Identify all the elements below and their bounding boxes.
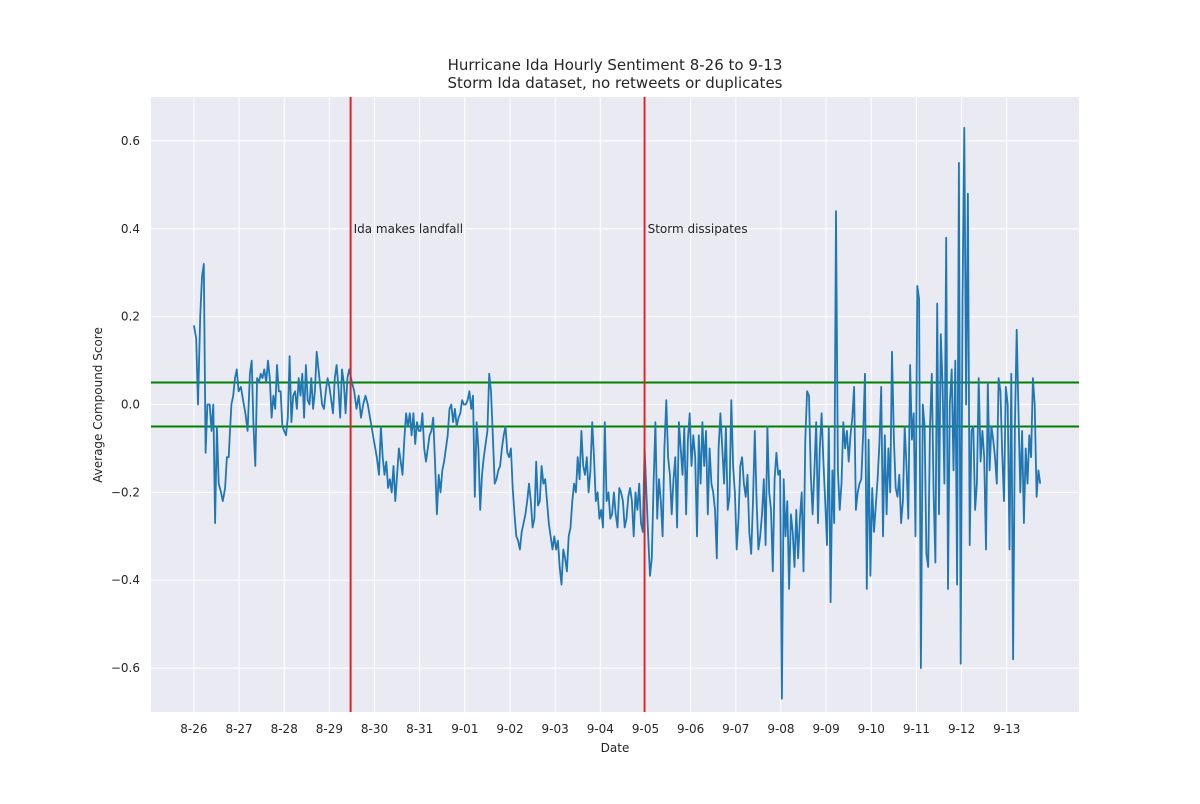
sentiment-series-line [193, 126, 1042, 700]
event-annotation: Ida makes landfall [354, 222, 464, 236]
y-tick-label: −0.4 [111, 573, 140, 587]
x-axis-ticks: 8-26 8-27 8-28 8-29 8-30 8-31 9-01 9-02 9-03 9-04… [180, 722, 1020, 736]
y-tick-label: −0.6 [111, 661, 140, 675]
x-tick-label: 9-04 [587, 722, 614, 736]
x-tick-label: 9-02 [496, 722, 523, 736]
x-tick-label: 9-07 [722, 722, 749, 736]
chart-subtitle: Storm Ida dataset, no retweets or duplic… [448, 74, 783, 92]
y-tick-label: −0.2 [111, 485, 140, 499]
chart-title: Hurricane Ida Hourly Sentiment 8-26 to 9… [448, 56, 783, 74]
x-tick-label: 8-26 [180, 722, 207, 736]
x-tick-label: 8-31 [406, 722, 433, 736]
x-tick-label: 8-27 [225, 722, 252, 736]
y-axis-label: Average Compound Score [91, 327, 105, 483]
x-tick-label: 9-06 [677, 722, 704, 736]
series-layer [193, 126, 1042, 700]
y-axis-ticks: 0.6 0.4 0.2 0.0 −0.2 −0.4 −0.6 [111, 134, 140, 675]
y-tick-label: 0.0 [121, 398, 140, 412]
x-tick-label: 9-11 [903, 722, 930, 736]
x-tick-label: 9-03 [542, 722, 569, 736]
x-tick-label: 8-28 [271, 722, 298, 736]
y-tick-label: 0.2 [121, 310, 140, 324]
event-lines: Ida makes landfall Storm dissipates [349, 97, 748, 712]
x-tick-label: 9-12 [948, 722, 975, 736]
y-tick-label: 0.6 [121, 134, 140, 148]
x-tick-label: 9-13 [993, 722, 1020, 736]
x-tick-label: 9-10 [858, 722, 885, 736]
x-tick-label: 8-30 [361, 722, 388, 736]
x-tick-label: 9-09 [812, 722, 839, 736]
x-tick-label: 9-05 [632, 722, 659, 736]
x-tick-label: 9-01 [451, 722, 478, 736]
grid-lines [151, 97, 1079, 712]
x-tick-label: 8-29 [316, 722, 343, 736]
event-annotation: Storm dissipates [648, 222, 748, 236]
y-tick-label: 0.4 [121, 222, 140, 236]
x-axis-label: Date [601, 741, 630, 755]
x-tick-label: 9-08 [767, 722, 794, 736]
